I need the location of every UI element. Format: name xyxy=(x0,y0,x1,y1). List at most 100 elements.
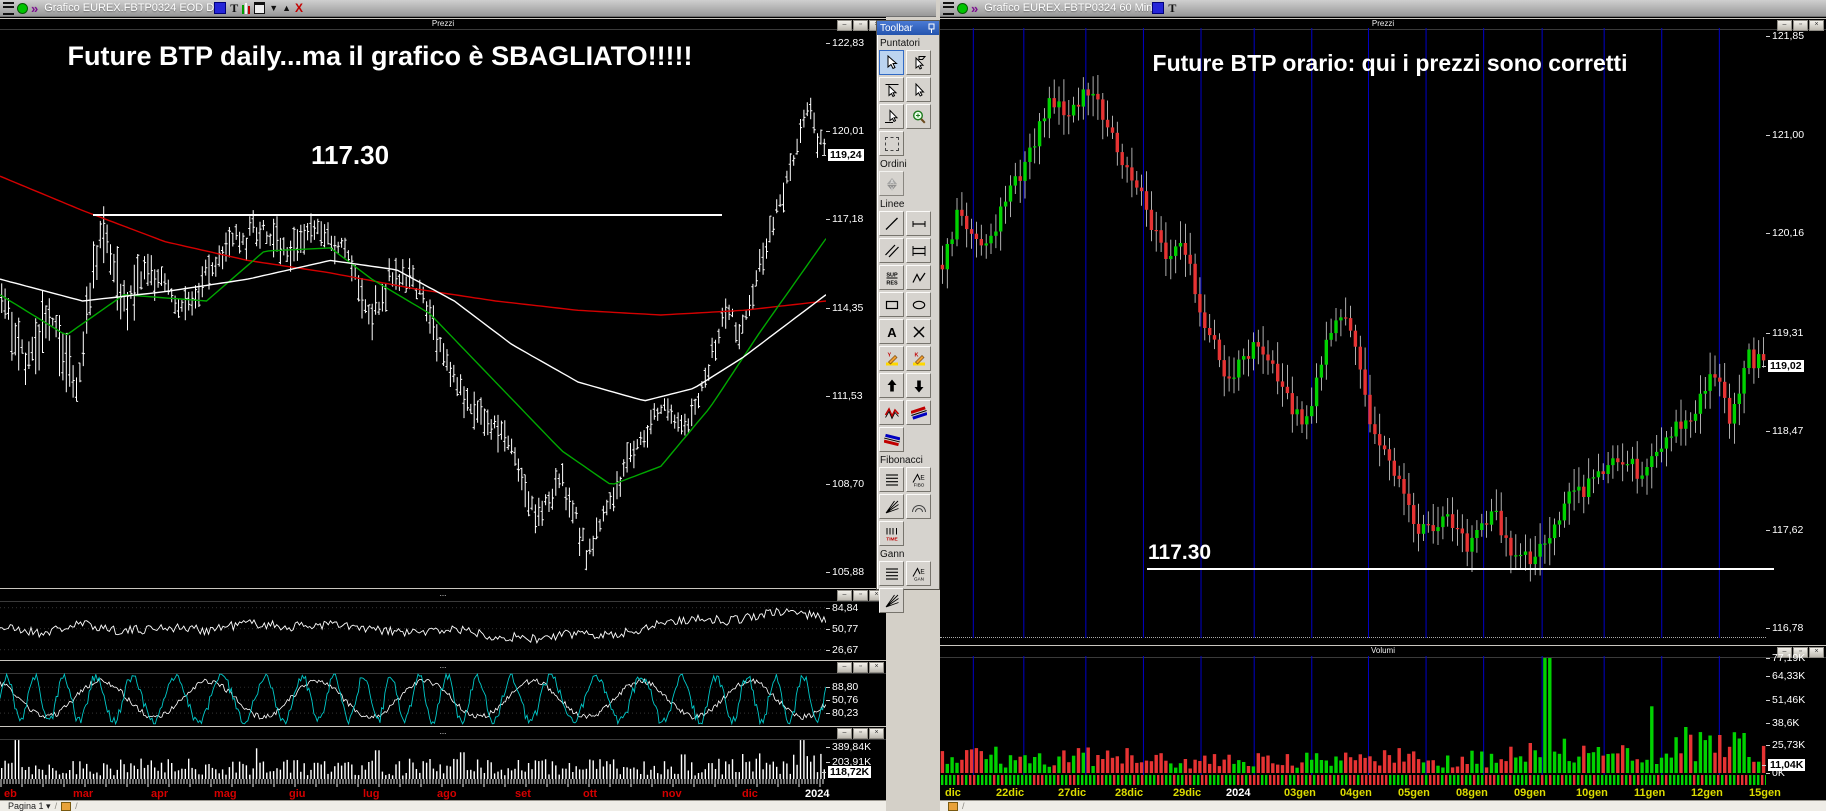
axis-tick: 121,85 xyxy=(1765,30,1805,42)
trendline-tool-icon xyxy=(885,217,898,230)
color-square-icon[interactable] xyxy=(1152,2,1165,14)
axis-tick: 77,19K xyxy=(1765,652,1806,664)
axis-tick: 108,70 xyxy=(825,478,865,490)
toolbar-body: Puntatori Ordini A V Linee SUP RES A Y K Fibonacci… xyxy=(877,35,939,613)
channel-tool-1-button[interactable] xyxy=(906,400,931,425)
daily-window-titlebar[interactable]: » Grafico EUREX.FBTP0324 EOD D T ▼ ▲ X xyxy=(0,0,936,17)
maximize-icon: ▫ xyxy=(1793,647,1808,658)
marker-red-tool-button[interactable]: K xyxy=(906,346,931,371)
rectangle-tool-button[interactable] xyxy=(879,292,904,317)
svg-text:A: A xyxy=(890,179,894,185)
pointer-level-button[interactable] xyxy=(879,104,904,129)
marker-yellow-tool-icon: Y xyxy=(885,352,898,365)
page-tab-icon[interactable] xyxy=(948,801,958,811)
fibo-fan-tool-button[interactable] xyxy=(879,494,904,519)
pointer-trend-button[interactable] xyxy=(879,77,904,102)
status-dot-icon xyxy=(17,2,28,14)
daily-window-body: Prezzi –▫× 122,83120,01117,18114,35111,5… xyxy=(0,17,886,811)
bars-style-icon[interactable] xyxy=(242,2,251,14)
gann-fan-tool-button[interactable] xyxy=(879,588,904,613)
pointer-select-button[interactable] xyxy=(879,50,904,75)
date-label: 05gen xyxy=(1398,787,1430,799)
month-label: set xyxy=(515,788,531,800)
axis-tick: 50,76 xyxy=(825,694,859,706)
window-menu-icon[interactable] xyxy=(3,1,14,15)
zoom-tool-button[interactable] xyxy=(906,104,931,129)
cross-curves-tool-button[interactable] xyxy=(906,319,931,344)
date-label: 2024 xyxy=(1226,787,1251,799)
hourly-volume-panel[interactable] xyxy=(940,656,1766,775)
daily-price-chart[interactable] xyxy=(0,28,826,588)
date-label: 27dic xyxy=(1058,787,1087,799)
hourly-price-chart[interactable] xyxy=(940,28,1766,638)
gann-expansion-tool-button[interactable]: E GAN xyxy=(906,561,931,586)
status-dot-icon xyxy=(957,2,968,14)
page-tab[interactable]: Pagina 1 ▾ xyxy=(8,800,51,811)
current-value-badge: 118,72K xyxy=(821,766,872,778)
svg-text:Y: Y xyxy=(887,352,891,358)
arrow-up-tool-icon xyxy=(887,379,896,391)
axis-tick: 88,80 xyxy=(825,681,859,693)
wave-tool-button[interactable] xyxy=(879,400,904,425)
hourly-level-line[interactable] xyxy=(1147,568,1774,570)
rsi-indicator-panel[interactable] xyxy=(0,600,826,660)
new-page-icon[interactable] xyxy=(61,801,72,811)
parallel-lines-tool-button[interactable] xyxy=(879,238,904,263)
link-arrow-icon: » xyxy=(971,0,978,16)
selection-box-tool-button[interactable] xyxy=(879,131,904,156)
color-square-icon[interactable] xyxy=(214,2,227,14)
sup-res-tool-button[interactable]: SUP RES xyxy=(879,265,904,290)
date-label: 11gen xyxy=(1634,787,1666,799)
stochastic-indicator-panel[interactable] xyxy=(0,672,826,726)
marker-yellow-tool-button[interactable]: Y xyxy=(879,346,904,371)
text-tool-icon[interactable]: T xyxy=(230,1,239,15)
svg-text:V: V xyxy=(890,185,894,191)
close-window-icon[interactable]: X xyxy=(295,0,304,15)
close-icon: × xyxy=(1809,20,1824,31)
axis-tick: 105,88 xyxy=(825,566,865,578)
pointer-arrow-button[interactable] xyxy=(906,77,931,102)
text-tool-button[interactable]: A xyxy=(879,319,904,344)
zigzag-tool-button[interactable] xyxy=(906,265,931,290)
collapse-up-icon[interactable]: ▲ xyxy=(282,3,292,13)
toolbar-section-label: Puntatori xyxy=(880,38,921,49)
fibo-time-tool-icon: TIME xyxy=(886,527,898,542)
prezzi-panel-label: Prezzi xyxy=(1371,19,1395,28)
toolbar-titlebar[interactable]: Toolbar xyxy=(877,21,939,35)
pointer-delete-button[interactable] xyxy=(906,50,931,75)
fibo-expansion-tool-button[interactable]: E FIBO xyxy=(906,467,931,492)
toolbar-section-label: Ordini xyxy=(880,159,907,170)
fibo-retracement-tool-icon xyxy=(885,473,898,486)
ellipse-tool-button[interactable] xyxy=(906,292,931,317)
svg-text:K: K xyxy=(914,352,918,358)
volumi-panel-label: Volumi xyxy=(1370,646,1395,655)
axis-tick: 120,16 xyxy=(1765,227,1805,239)
fibo-arcs-tool-button[interactable] xyxy=(906,494,931,519)
fibo-time-tool-button[interactable]: TIME xyxy=(879,521,904,546)
date-label: 08gen xyxy=(1456,787,1488,799)
restore-window-icon[interactable] xyxy=(254,2,266,14)
maximize-icon: ▫ xyxy=(853,590,868,601)
close-icon: × xyxy=(869,728,884,739)
month-label: mar xyxy=(73,788,94,800)
month-label: nov xyxy=(662,788,682,800)
daily-level-line[interactable] xyxy=(93,214,722,216)
gann-levels-tool-button[interactable] xyxy=(879,561,904,586)
hourly-window-titlebar[interactable]: » Grafico EUREX.FBTP0324 60 Min T xyxy=(940,0,1826,17)
text-tool-icon[interactable]: T xyxy=(1168,1,1177,15)
date-label: dic xyxy=(945,787,961,799)
collapse-down-icon[interactable]: ▼ xyxy=(269,3,279,13)
daily-volume-axis: 389,84K 203,91K 118,72K xyxy=(821,738,886,779)
horizontal-line-tool-button[interactable] xyxy=(906,211,931,236)
pin-icon[interactable] xyxy=(927,23,936,34)
channel-tool-2-button[interactable] xyxy=(879,427,904,452)
fibo-retracement-tool-button[interactable] xyxy=(879,467,904,492)
trendline-tool-button[interactable] xyxy=(879,211,904,236)
year-label: 2024 xyxy=(805,788,830,800)
arrow-up-tool-button[interactable] xyxy=(879,373,904,398)
daily-volume-panel[interactable] xyxy=(0,738,826,779)
arrow-down-tool-button[interactable] xyxy=(906,373,931,398)
double-horizontal-tool-button[interactable] xyxy=(906,238,931,263)
window-menu-icon[interactable] xyxy=(943,1,954,15)
